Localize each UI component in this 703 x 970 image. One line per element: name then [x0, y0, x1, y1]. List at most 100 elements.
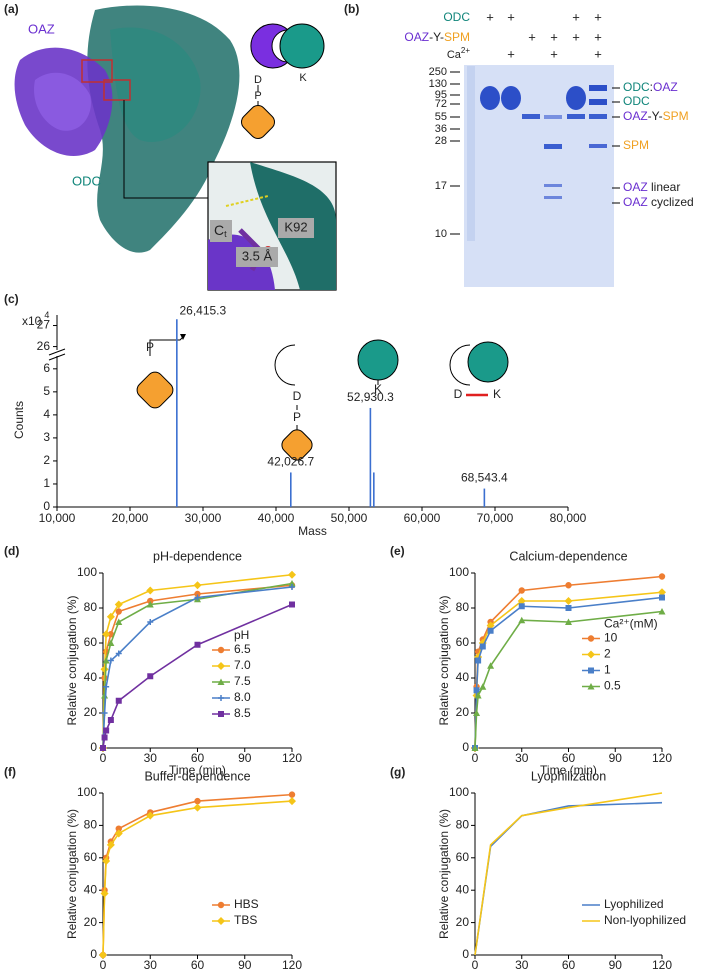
- marker: [146, 601, 154, 608]
- marker: [471, 744, 479, 751]
- ladder-label: 36: [435, 123, 447, 135]
- marker: [101, 710, 108, 716]
- text-segment: OAZ: [404, 30, 429, 44]
- marker: [479, 643, 486, 650]
- residue-label: K92: [284, 219, 307, 234]
- text-segment: cyclized: [648, 195, 694, 209]
- marker: [588, 667, 594, 674]
- marker: [217, 662, 225, 670]
- y-tick-label: 60: [456, 635, 470, 649]
- y-tick-label: 3: [43, 430, 50, 444]
- text-segment: -Y-: [648, 109, 663, 123]
- marker: [107, 657, 114, 664]
- marker: [99, 951, 107, 959]
- marker: [103, 683, 110, 690]
- band-label: ODC: [623, 94, 650, 108]
- peak-label: 52,930.3: [347, 390, 394, 404]
- marker: [517, 597, 526, 605]
- marker: [289, 601, 295, 608]
- marker: [106, 840, 115, 849]
- marker: [102, 657, 110, 664]
- marker: [587, 650, 595, 659]
- x-tick-label: 60: [191, 958, 205, 970]
- legend-label: 7.0: [234, 658, 251, 672]
- marker: [565, 618, 572, 625]
- marker: [193, 803, 202, 812]
- x-tick-label: 120: [652, 958, 672, 970]
- glyph: D: [254, 74, 262, 86]
- x-tick-label: 0: [472, 751, 479, 765]
- lane-mark: +: [594, 46, 602, 61]
- glyph: P: [254, 90, 261, 102]
- band-label: OAZ linear: [623, 180, 680, 194]
- series-line: [102, 586, 293, 749]
- x-axis-label: Mass: [298, 524, 327, 538]
- ct-sub: t: [224, 229, 227, 239]
- legend-label: 8.5: [234, 706, 251, 720]
- row-label: ODC: [443, 10, 470, 24]
- marker: [217, 646, 225, 654]
- ladder-label: 250: [429, 66, 447, 78]
- band-label: SPM: [623, 138, 649, 152]
- marker: [146, 811, 155, 820]
- marker: [101, 734, 108, 741]
- odc-label: ODC: [72, 173, 101, 188]
- panel-a-cartoon: [241, 23, 325, 139]
- marker: [107, 717, 114, 723]
- x-tick-label: 70,000: [477, 511, 514, 525]
- chart-title: Buffer-dependence: [144, 769, 250, 783]
- legend-label: Non-lyophilized: [604, 913, 686, 927]
- x-tick-label: 60,000: [404, 511, 441, 525]
- x-axis-label: Time (min): [540, 763, 597, 777]
- ct-main: C: [214, 222, 224, 238]
- text-segment: Ca: [447, 49, 462, 61]
- legend-label: 2: [604, 647, 611, 661]
- marker: [564, 597, 573, 605]
- text-segment: ODC: [623, 94, 650, 108]
- legend-label: 6.5: [234, 642, 251, 656]
- x-tick-label: 0: [472, 958, 479, 970]
- row-label: Ca2+: [447, 46, 471, 61]
- break-mark: [48, 353, 66, 361]
- y-tick-label: 80: [456, 818, 470, 832]
- glyph: K: [493, 387, 501, 401]
- lane-mark: +: [594, 9, 602, 24]
- x-tick-label: 30,000: [185, 511, 222, 525]
- marker: [487, 662, 495, 669]
- lane-mark: +: [528, 29, 536, 44]
- label-box: [278, 218, 314, 238]
- x-tick-label: 90: [609, 751, 623, 765]
- distance-label: 3.5 Å: [242, 248, 273, 263]
- x-tick-label: 0: [100, 751, 107, 765]
- lane-mark: +: [572, 29, 580, 44]
- text-segment: ODC: [623, 80, 650, 94]
- x-tick-label: 90: [238, 751, 252, 765]
- lane-mark: +: [507, 9, 515, 24]
- y-axis-label: Counts: [12, 401, 26, 439]
- marker: [100, 665, 109, 674]
- marker: [565, 605, 572, 611]
- marker: [587, 683, 595, 690]
- marker: [107, 631, 115, 638]
- y-tick-label: 6: [43, 361, 50, 375]
- text-segment: OAZ: [623, 195, 648, 209]
- marker: [659, 594, 665, 601]
- y-tick-label: 100: [77, 785, 97, 799]
- panel-label: (d): [4, 544, 19, 558]
- y-tick-label: 100: [77, 565, 97, 579]
- text-segment: OAZ: [653, 80, 678, 94]
- marker: [587, 635, 595, 642]
- marker: [115, 697, 122, 704]
- marker: [194, 797, 201, 805]
- y-tick-label: 27: [37, 318, 51, 332]
- ct-label: Ct: [214, 222, 227, 240]
- protein-structure: [14, 5, 337, 291]
- ladder-label: 130: [429, 78, 447, 90]
- glyph: P: [293, 410, 301, 424]
- x-tick-label: 60: [562, 958, 576, 970]
- x-tick-label: 120: [282, 958, 302, 970]
- marker: [288, 791, 296, 798]
- y-tick-label: 40: [456, 882, 470, 896]
- y-tick-label: 0: [90, 947, 97, 961]
